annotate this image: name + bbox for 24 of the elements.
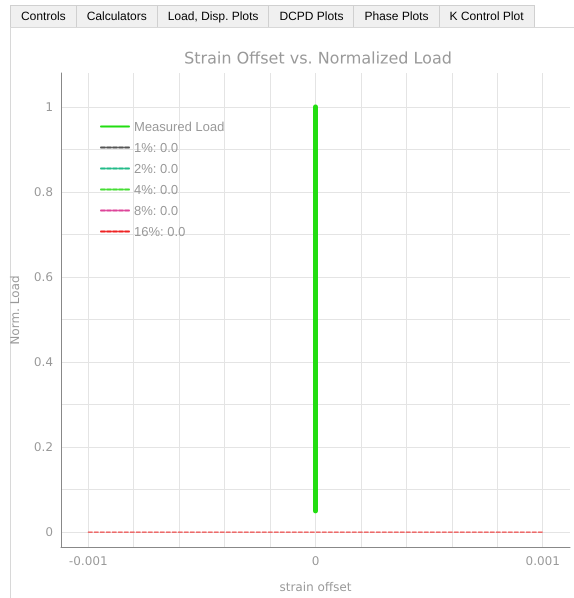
legend-label: Measured Load <box>134 119 224 134</box>
legend-label: 2%: 0.0 <box>134 161 178 176</box>
text: DCPD Plots <box>268 5 354 28</box>
y-axis-title: Norm. Load <box>8 275 22 345</box>
x-tick-label: -0.001 <box>68 554 108 568</box>
legend-label: 16%: 0.0 <box>134 224 186 239</box>
chart-title: Strain Offset vs. Normalized Load <box>184 48 452 68</box>
legend-label: 4%: 0.0 <box>134 182 178 197</box>
x-tick-label: 0.001 <box>526 554 560 568</box>
text: Load, Disp. Plots <box>156 5 270 28</box>
y-tick-label: 0.8 <box>34 185 53 200</box>
text: Phase Plots <box>353 5 440 28</box>
x-axis-title: strain offset <box>280 580 352 594</box>
legend-label: 8%: 0.0 <box>134 203 178 218</box>
text: Calculators <box>76 5 158 28</box>
text: Controls <box>10 5 77 28</box>
legend-label: 1%: 0.0 <box>134 140 178 155</box>
y-tick-label: 0 <box>45 525 53 540</box>
y-tick-label: 0.6 <box>34 270 53 284</box>
text: K Control Plot <box>438 5 535 28</box>
y-tick-label: 0.2 <box>34 440 53 454</box>
y-tick-label: 0.4 <box>34 355 53 370</box>
x-tick-label: 0 <box>312 554 320 568</box>
y-tick-label: 1 <box>45 100 53 114</box>
